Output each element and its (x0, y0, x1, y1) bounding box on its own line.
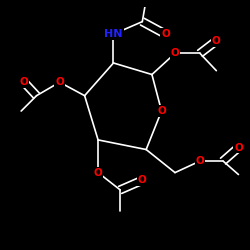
Text: O: O (20, 77, 28, 87)
Text: O: O (94, 168, 102, 177)
Text: HN: HN (104, 29, 123, 39)
Text: O: O (234, 142, 243, 152)
Text: O: O (170, 48, 179, 58)
Text: O: O (212, 36, 221, 46)
Text: O: O (55, 77, 64, 87)
Text: O: O (161, 29, 170, 39)
Text: O: O (138, 175, 147, 185)
Text: O: O (196, 156, 204, 166)
Text: O: O (157, 106, 166, 116)
